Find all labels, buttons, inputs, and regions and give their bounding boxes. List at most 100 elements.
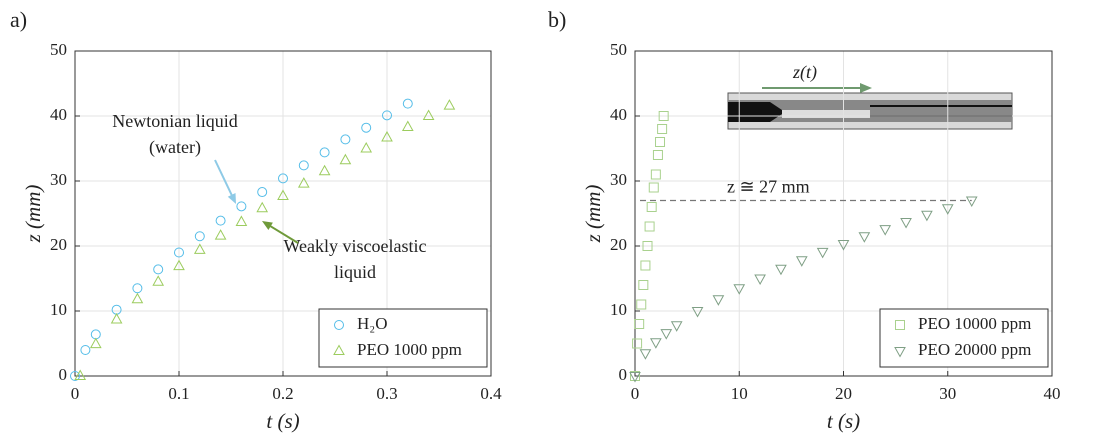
point — [895, 320, 905, 330]
x-tick-label: 10 — [731, 384, 748, 403]
point — [74, 369, 87, 380]
point — [965, 196, 978, 208]
point — [670, 321, 683, 332]
x-tick-label: 0.3 — [376, 384, 397, 403]
x-tick-label: 0.1 — [168, 384, 189, 403]
point — [921, 210, 933, 222]
annotation: (water) — [149, 137, 201, 158]
point — [795, 256, 808, 267]
point — [361, 122, 372, 133]
point — [80, 345, 91, 355]
point — [402, 98, 413, 109]
plot-frame — [74, 50, 492, 377]
plot-frame — [634, 50, 1053, 377]
point — [652, 150, 663, 160]
point — [360, 141, 373, 153]
point — [837, 240, 850, 251]
y-axis-label: z (mm) — [21, 185, 45, 244]
point — [110, 312, 123, 324]
point — [257, 187, 268, 198]
point — [858, 232, 871, 243]
point — [153, 264, 164, 275]
x-tick-label: 0.2 — [272, 384, 293, 403]
point — [236, 201, 247, 212]
x-tick-label: 30 — [939, 384, 956, 403]
annotation-arrow — [214, 159, 234, 198]
point — [640, 260, 651, 271]
point — [642, 241, 653, 251]
annotation-arrow — [268, 224, 299, 244]
point — [340, 134, 351, 145]
point — [152, 275, 165, 286]
legend-box — [879, 308, 1049, 368]
point — [639, 349, 652, 360]
y-tick-label: 50 — [610, 40, 627, 59]
point — [214, 229, 227, 240]
point — [90, 329, 101, 340]
x-tick-label: 20 — [835, 384, 852, 403]
point — [194, 231, 205, 242]
y-tick-label: 0 — [619, 365, 628, 384]
point — [655, 137, 666, 147]
y-axis-label: z (mm) — [581, 185, 605, 244]
point — [712, 295, 725, 306]
legend-label: PEO 1000 ppm — [357, 340, 462, 359]
annotation-arrowhead — [262, 221, 273, 230]
y-tick-label: 0 — [59, 365, 68, 384]
point — [629, 372, 641, 383]
point — [443, 99, 456, 110]
point — [235, 215, 248, 226]
point — [319, 147, 330, 158]
annotation: liquid — [334, 262, 376, 282]
annotation-arrowhead — [227, 193, 236, 204]
x-axis-label: t (s) — [266, 409, 299, 433]
panel-label: b) — [548, 7, 566, 32]
legend-box — [318, 308, 488, 368]
inset-label: z(t) — [792, 62, 817, 83]
point — [318, 164, 331, 176]
point — [278, 173, 288, 184]
point — [277, 189, 289, 200]
y-tick-label: 30 — [50, 170, 67, 189]
legend-label: PEO 20000 ppm — [918, 340, 1031, 359]
point — [658, 111, 669, 121]
point — [89, 337, 102, 349]
point — [215, 215, 226, 226]
point — [173, 259, 185, 271]
point — [256, 201, 269, 213]
point — [298, 160, 309, 171]
point — [70, 371, 80, 381]
point — [816, 247, 829, 259]
point — [334, 320, 344, 330]
point — [131, 292, 144, 304]
y-tick-label: 10 — [50, 300, 67, 319]
point — [644, 221, 655, 232]
point — [297, 177, 310, 188]
y-tick-label: 40 — [610, 105, 627, 124]
point — [333, 344, 345, 355]
y-tick-label: 20 — [50, 235, 67, 254]
point — [894, 347, 906, 358]
point — [650, 338, 662, 349]
reference-label: z ≅ 27 mm — [727, 177, 810, 197]
point — [638, 280, 649, 290]
point — [193, 243, 206, 254]
inset-meniscus — [782, 110, 870, 118]
point — [132, 283, 143, 294]
x-tick-label: 0.4 — [480, 384, 502, 403]
point — [646, 202, 657, 212]
point — [754, 274, 766, 286]
point — [879, 225, 892, 236]
point — [636, 299, 647, 310]
x-tick-label: 0 — [631, 384, 640, 403]
annotation: Weakly viscoelastic — [284, 236, 427, 256]
point — [657, 124, 668, 134]
x-tick-label: 40 — [1044, 384, 1061, 403]
inset-arrowhead — [860, 83, 872, 93]
point — [422, 109, 435, 120]
point — [339, 153, 352, 165]
point — [632, 338, 643, 349]
point — [401, 120, 414, 132]
annotation: Newtonian liquid — [112, 111, 237, 131]
